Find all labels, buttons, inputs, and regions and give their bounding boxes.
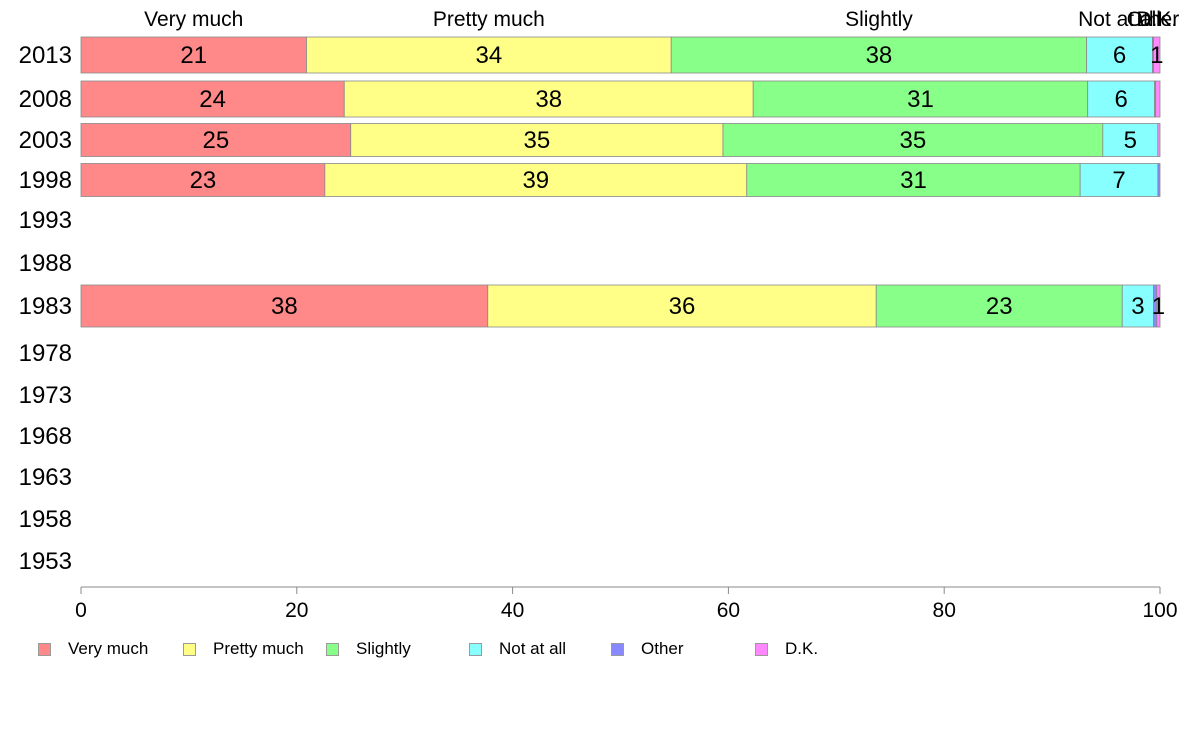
- bar-2013-very-much: [80, 36, 307, 74]
- data-label-2013-not-at-all: 6: [1113, 42, 1126, 69]
- y-tick-label-1963: 1963: [19, 464, 72, 491]
- bar-1983-pretty-much: [487, 284, 877, 328]
- column-header-pretty-much: Pretty much: [433, 8, 545, 31]
- data-label-2008-slightly: 31: [907, 86, 934, 113]
- legend-item-d-k: D.K.: [755, 639, 818, 659]
- legend-label-not-at-all: Not at all: [499, 639, 567, 658]
- bar-1983-slightly: [875, 284, 1123, 328]
- y-axis-year-labels: 2013 2008 2003 1998 1993 1988 1983 1978 1973 1968…: [19, 42, 72, 575]
- x-tick-label-20: 20: [285, 599, 308, 622]
- column-header-not-at-all: Not at all: [1078, 8, 1161, 31]
- bar-1998-very-much: [80, 163, 326, 197]
- y-tick-label-2008: 2008: [19, 86, 72, 113]
- legend-item-not-at-all: Not at all: [469, 639, 566, 659]
- legend-swatch-d-k: [755, 642, 768, 656]
- column-header-d-k: D.K.: [1136, 8, 1177, 31]
- y-tick-label-1953: 1953: [19, 548, 72, 575]
- data-label-1983-not-at-all: 3: [1131, 293, 1144, 320]
- data-label-1998-slightly: 31: [900, 167, 927, 194]
- x-tick-label-0: 0: [75, 599, 87, 622]
- legend-swatch-slightly: [326, 642, 339, 656]
- bar-1983-d-k: [1156, 284, 1161, 328]
- data-label-1998-not-at-all: 7: [1112, 167, 1125, 194]
- bar-2003-d-k: [1157, 123, 1161, 157]
- bar-segments: [80, 36, 1161, 328]
- legend-item-slightly: Slightly: [326, 639, 411, 659]
- legend-item-other: Other: [611, 639, 684, 659]
- column-header-labels: Very much Pretty much Slightly Not at allOt…: [144, 8, 1179, 31]
- x-tick-label-40: 40: [501, 599, 524, 622]
- data-label-2013-pretty-much: 34: [476, 42, 503, 69]
- bar-2008-pretty-much: [343, 80, 754, 118]
- bar-2013-not-at-all: [1086, 36, 1153, 74]
- data-label-2008-pretty-much: 38: [535, 86, 562, 113]
- legend-label-slightly: Slightly: [356, 639, 411, 658]
- column-header-slightly: Slightly: [845, 8, 913, 31]
- bar-2003-very-much: [80, 123, 352, 157]
- legend-label-other: Other: [641, 639, 684, 658]
- data-label-2003-very-much: 25: [203, 127, 230, 154]
- chart-legend: Very much Pretty much Slightly Not at all Ot…: [38, 639, 1158, 661]
- y-tick-label-1968: 1968: [19, 423, 72, 450]
- bar-1998-other: [1157, 163, 1161, 197]
- legend-item-pretty-much: Pretty much: [183, 639, 304, 659]
- data-label-1983-very-much: 38: [271, 293, 298, 320]
- data-label-2008-not-at-all: 6: [1114, 86, 1127, 113]
- data-label-1983-pretty-much: 36: [669, 293, 696, 320]
- bar-2008-slightly: [752, 80, 1089, 118]
- legend-label-very-much: Very much: [68, 639, 149, 658]
- bar-2003-slightly: [722, 123, 1104, 157]
- column-header-other: Other: [1127, 8, 1180, 31]
- x-axis: 0 20 40 60 80 100: [75, 586, 1178, 622]
- legend-label-pretty-much: Pretty much: [213, 639, 304, 658]
- y-tick-label-1998: 1998: [19, 167, 72, 194]
- bar-2013-slightly: [670, 36, 1088, 74]
- y-tick-label-1983: 1983: [19, 293, 72, 320]
- x-tick-label-100: 100: [1142, 599, 1177, 622]
- bar-1983-not-at-all: [1121, 284, 1154, 328]
- legend-swatch-pretty-much: [183, 642, 196, 656]
- data-label-2013-very-much: 21: [180, 42, 207, 69]
- bar-2008-not-at-all: [1087, 80, 1156, 118]
- y-tick-label-1988: 1988: [19, 250, 72, 277]
- column-header-very-much: Very much: [144, 8, 243, 31]
- data-label-2013-d-k: 1: [1150, 42, 1163, 69]
- y-tick-label-2003: 2003: [19, 127, 72, 154]
- data-label-2008-very-much: 24: [199, 86, 226, 113]
- legend-label-d-k: D.K.: [785, 639, 819, 658]
- data-label-1983-slightly: 23: [986, 293, 1013, 320]
- y-tick-label-1958: 1958: [19, 506, 72, 533]
- bar-2008-d-k: [1155, 80, 1161, 118]
- data-label-1998-pretty-much: 39: [522, 167, 549, 194]
- bar-2003-not-at-all: [1102, 123, 1159, 157]
- bar-2003-pretty-much: [350, 123, 724, 157]
- legend-swatch-not-at-all: [469, 642, 482, 656]
- bar-2008-very-much: [80, 80, 345, 118]
- legend-swatch-other: [611, 642, 624, 656]
- y-tick-label-1973: 1973: [19, 382, 72, 409]
- y-tick-label-1993: 1993: [19, 207, 72, 234]
- bar-2013-d-k: [1153, 36, 1161, 74]
- x-tick-label-60: 60: [717, 599, 740, 622]
- data-label-2003-slightly: 35: [900, 127, 927, 154]
- y-tick-label-1978: 1978: [19, 340, 72, 367]
- data-label-1998-very-much: 23: [190, 167, 217, 194]
- data-label-1983-d-k: 1: [1152, 293, 1165, 320]
- legend-item-very-much: Very much: [38, 639, 148, 659]
- data-label-2003-not-at-all: 5: [1124, 127, 1137, 154]
- bar-value-labels: 21 34 38 6 124 38 31 625 35 35 523 39 31 738 36 23 3 1: [180, 42, 1165, 320]
- legend-swatch-very-much: [38, 642, 51, 656]
- y-tick-label-2013: 2013: [19, 42, 72, 69]
- data-label-2013-slightly: 38: [866, 42, 893, 69]
- data-label-2003-pretty-much: 35: [524, 127, 551, 154]
- x-tick-label-80: 80: [933, 599, 956, 622]
- bar-1983-very-much: [80, 284, 489, 328]
